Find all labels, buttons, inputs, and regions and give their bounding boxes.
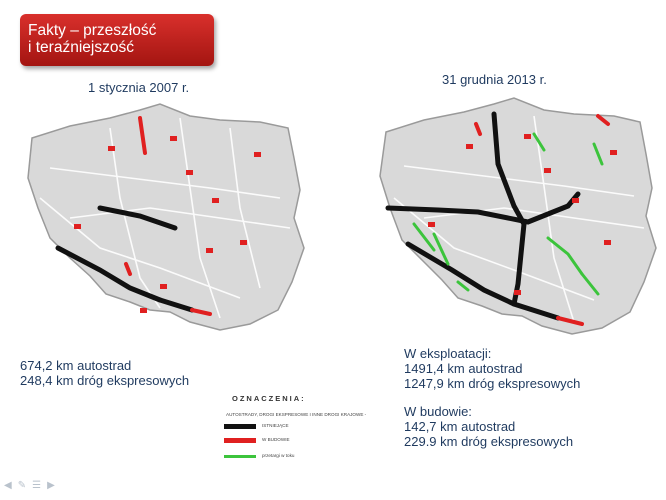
slide-title-line1: Fakty – przeszłość bbox=[28, 22, 157, 39]
legend-title: OZNACZENIA: bbox=[232, 394, 306, 403]
poland-road-map-2007 bbox=[27, 103, 305, 331]
legend-item-construction: W BUDOWIE bbox=[224, 436, 394, 444]
highway-a2-existing bbox=[97, 205, 178, 231]
highway-a2-existing bbox=[385, 203, 571, 225]
highway-a1-construction bbox=[138, 116, 147, 155]
stat-line: 1247,9 km dróg ekspresowych bbox=[404, 376, 581, 391]
construction-header: W budowie: bbox=[404, 404, 472, 419]
pen-icon[interactable]: ✎ bbox=[17, 480, 27, 491]
legend-item-existing: ISTNIEJĄCE bbox=[224, 422, 394, 430]
poland-outline bbox=[27, 103, 305, 331]
legend-item-tender: przetargi w toku bbox=[224, 452, 394, 460]
highway-a4-existing bbox=[55, 245, 163, 303]
poland-road-map-2013 bbox=[379, 97, 657, 335]
stat-line: 142,7 km autostrad bbox=[404, 419, 516, 434]
right-map-date: 31 grudnia 2013 r. bbox=[442, 72, 547, 87]
stat-line: 229.9 km dróg ekspresowych bbox=[404, 434, 574, 449]
tender-road bbox=[412, 222, 436, 252]
slide-title: Fakty – przeszłość i teraźniejszość bbox=[20, 14, 214, 66]
slide-navigation: ◀ ✎ ☰ ▶ bbox=[4, 480, 55, 494]
stat-line: 1491,4 km autostrad bbox=[404, 361, 523, 376]
stat-line: 674,2 km autostrad bbox=[20, 358, 132, 373]
operation-header: W eksploatacji: bbox=[404, 346, 492, 361]
menu-icon[interactable]: ☰ bbox=[32, 480, 42, 491]
legend-swatch bbox=[224, 424, 256, 429]
legend-swatch bbox=[224, 455, 256, 458]
legend-subtitle: AUTOSTRADY, DROGI EKSPRESOWE I INNE DROG… bbox=[226, 412, 367, 417]
legend-label: przetargi w toku bbox=[262, 453, 295, 458]
stat-line: 248,4 km dróg ekspresowych bbox=[20, 373, 190, 388]
highway-a1-existing bbox=[491, 111, 527, 227]
left-map-date: 1 stycznia 2007 r. bbox=[88, 80, 190, 95]
right-map-stats: W eksploatacji: 1491,4 km autostrad 1247… bbox=[404, 346, 580, 449]
legend-label: ISTNIEJĄCE bbox=[262, 423, 289, 428]
legend-swatch bbox=[224, 438, 256, 443]
slide-title-line2: i teraźniejszość bbox=[28, 39, 134, 56]
highway-a4-existing bbox=[405, 241, 561, 321]
legend-label: W BUDOWIE bbox=[262, 437, 290, 442]
arrow-right-icon[interactable]: ▶ bbox=[47, 480, 55, 491]
arrow-left-icon[interactable]: ◀ bbox=[4, 480, 12, 491]
left-map-stats: 674,2 km autostrad 248,4 km dróg ekspres… bbox=[20, 358, 189, 388]
map-legend: OZNACZENIA: AUTOSTRADY, DROGI EKSPRESOWE… bbox=[224, 394, 394, 470]
